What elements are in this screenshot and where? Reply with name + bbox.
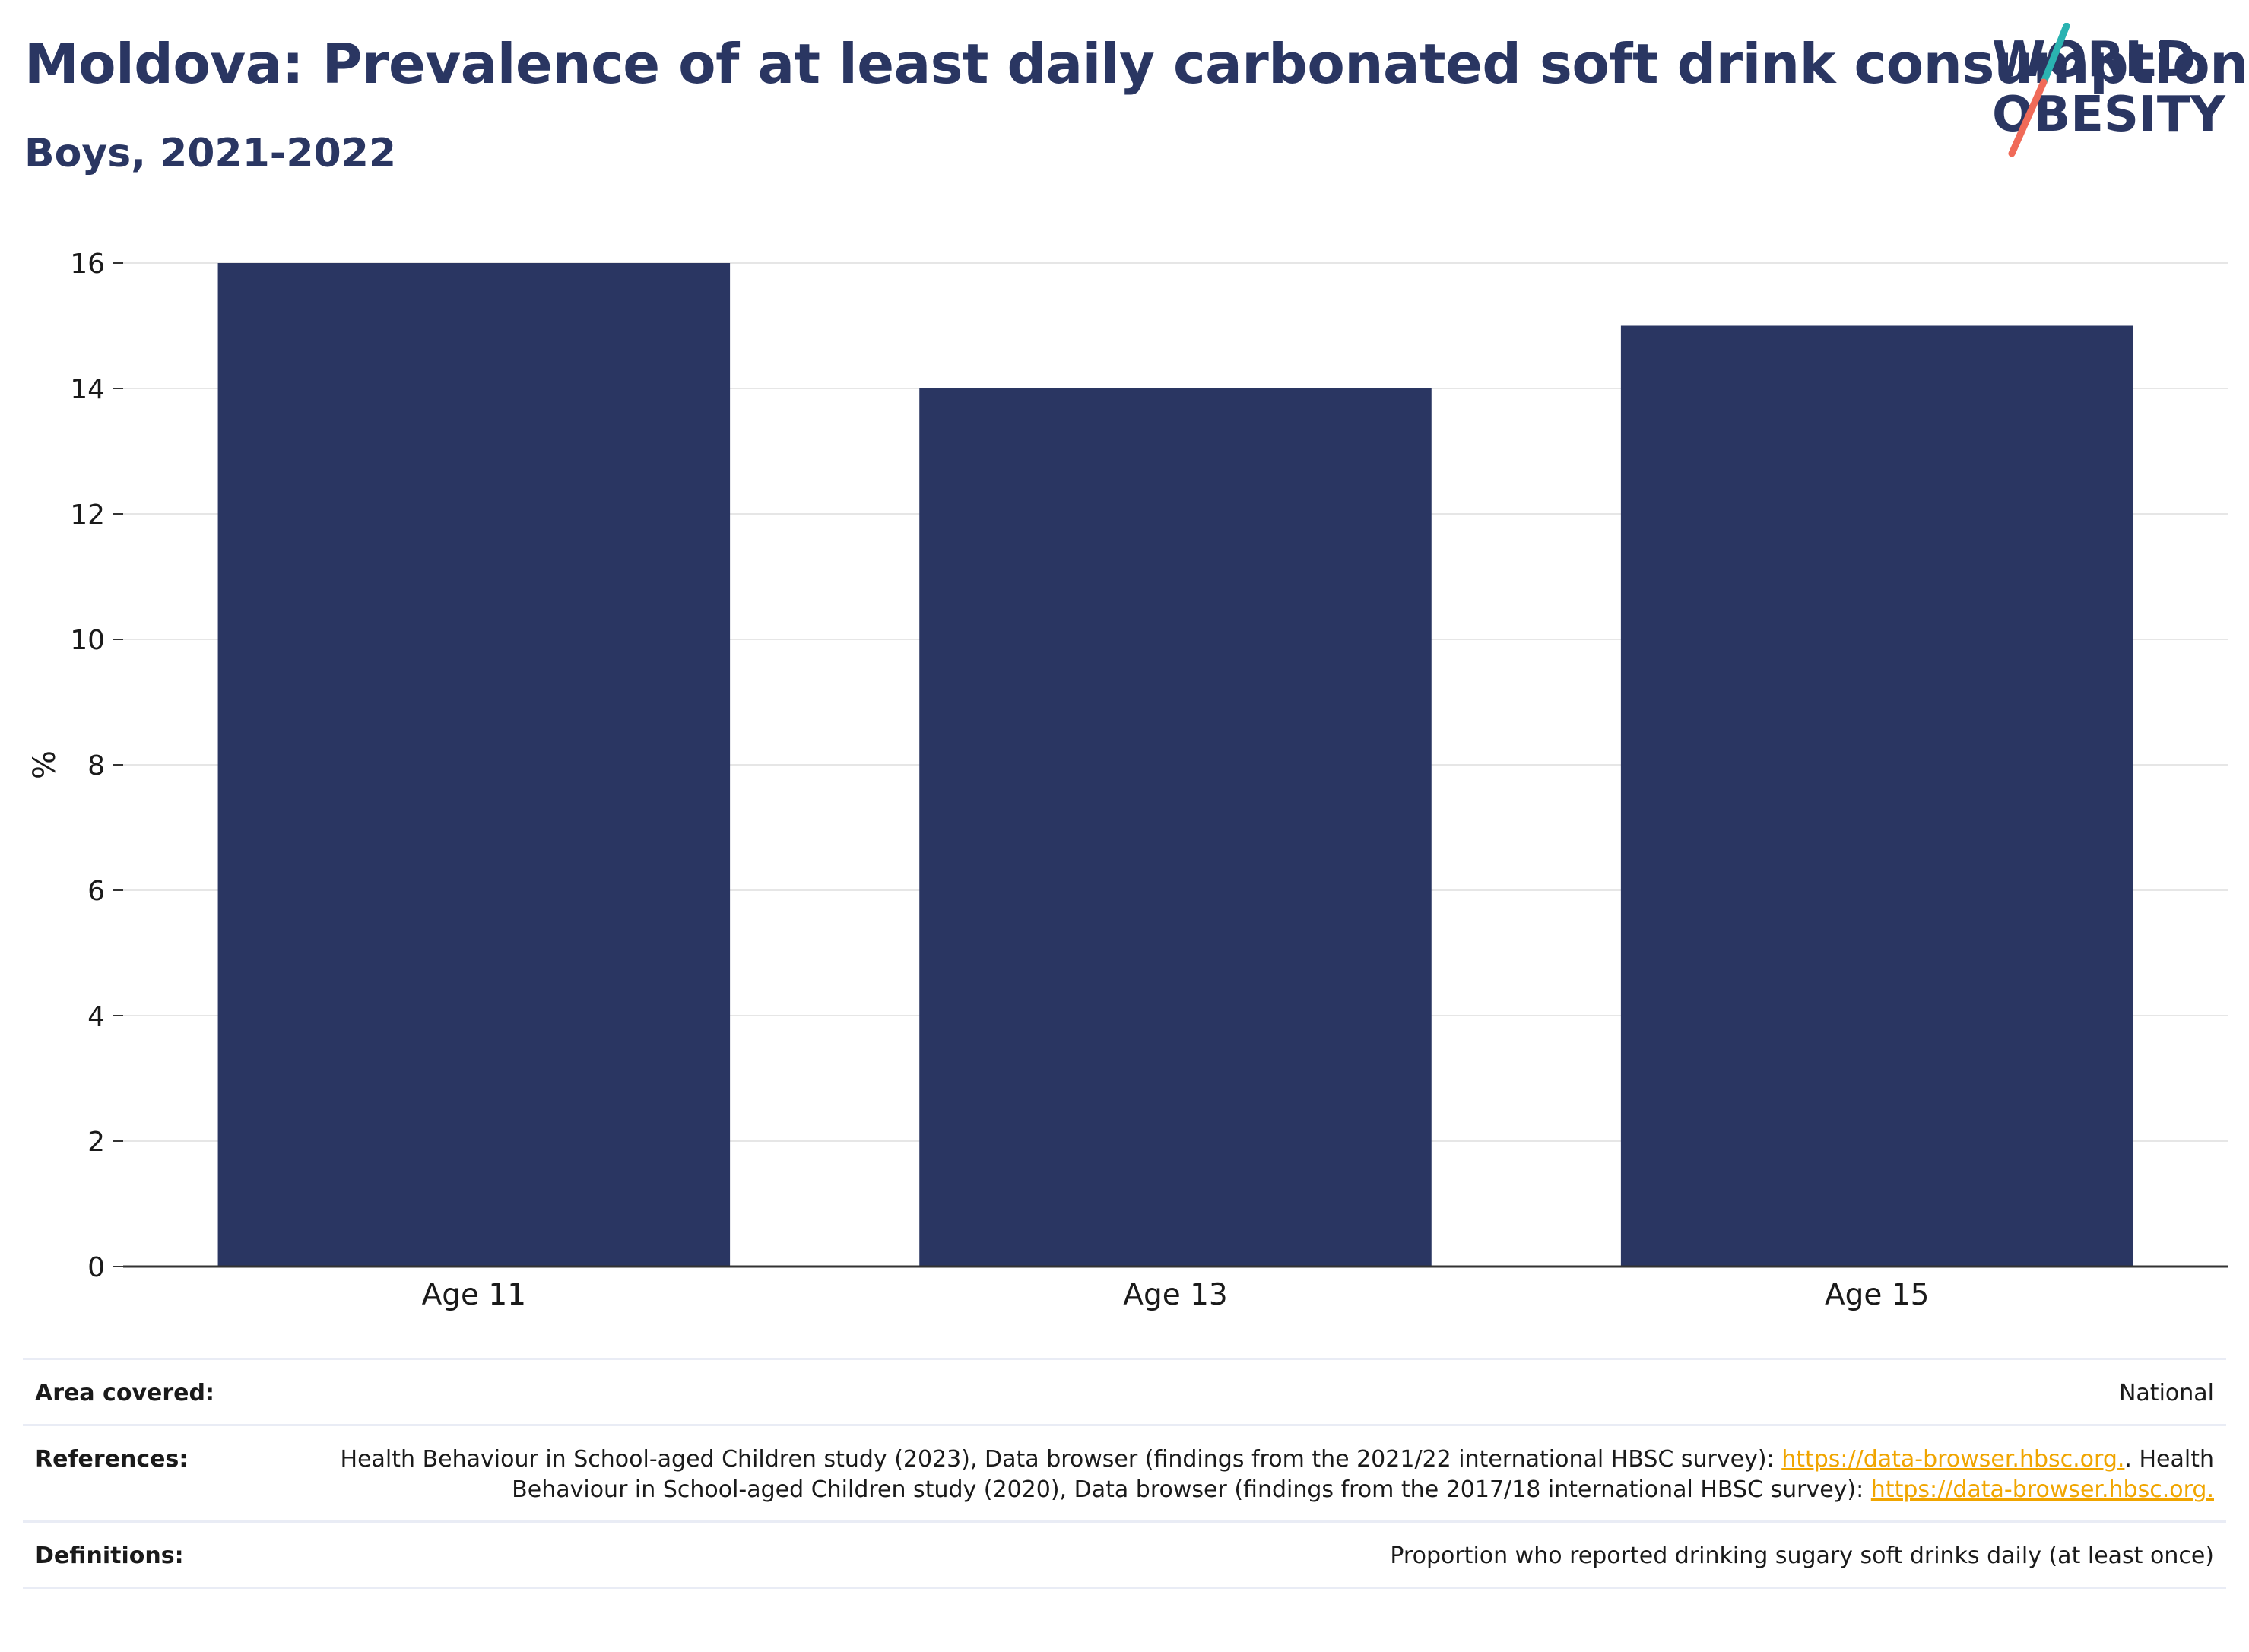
bar [919,388,1432,1267]
references-text-1: Health Behaviour in School-aged Children… [340,1446,1775,1473]
chart-title: Moldova: Prevalence of at least daily ca… [24,32,2248,96]
y-tick-label: 8 [87,750,105,782]
references-link-1[interactable]: https://data-browser.hbsc.org. [1781,1446,2125,1473]
logo-slash-top [2040,23,2070,86]
y-axis-title: % [27,750,62,779]
definitions-value: Proportion who reported drinking sugary … [1390,1543,2214,1569]
y-tick-label: 14 [70,374,105,405]
chart-footer: Area covered: National References: Healt… [23,1358,2226,1589]
y-tick-label: 10 [70,625,105,656]
y-tick-label: 0 [87,1252,105,1283]
footer-row-references: References: Health Behaviour in School-a… [23,1424,2226,1520]
area-covered-label: Area covered: [35,1380,214,1406]
x-category-label: Age 15 [1825,1278,1929,1312]
footer-row-definitions: Definitions: Proportion who reported dri… [23,1520,2226,1589]
y-tick-label: 4 [87,1001,105,1032]
y-tick-label: 2 [87,1127,105,1158]
bar [1620,325,2133,1267]
y-tick-label: 16 [70,249,105,280]
references-value: Health Behaviour in School-aged Children… [233,1444,2214,1505]
bar-chart: 0 2 4 6 8 10 12 14 16% Age 11 Age 13 Age 15 [0,228,2249,1338]
area-covered-value: National [2118,1380,2214,1406]
references-link-2[interactable]: https://data-browser.hbsc.org. [1870,1476,2214,1503]
references-text-2: . Health Behaviour in School-aged Childr… [512,1446,2214,1503]
chart-subtitle: Boys, 2021-2022 [24,131,397,176]
bar-chart-svg: 0 2 4 6 8 10 12 14 16% Age 11 Age 13 Age 15 [27,249,2228,1312]
logo-slash-bottom [2008,78,2048,157]
bar [217,263,731,1267]
y-tick-label: 12 [70,499,105,531]
logo-text-world: WORLD [1992,32,2196,88]
x-category-label: Age 11 [422,1278,526,1312]
world-obesity-logo: WORLD OBESITY [1992,23,2225,157]
footer-row-area: Area covered: National [23,1358,2226,1424]
definitions-label: Definitions: [35,1543,184,1569]
y-tick-label: 6 [87,876,105,907]
references-label: References: [35,1446,189,1473]
x-category-label: Age 13 [1123,1278,1227,1312]
